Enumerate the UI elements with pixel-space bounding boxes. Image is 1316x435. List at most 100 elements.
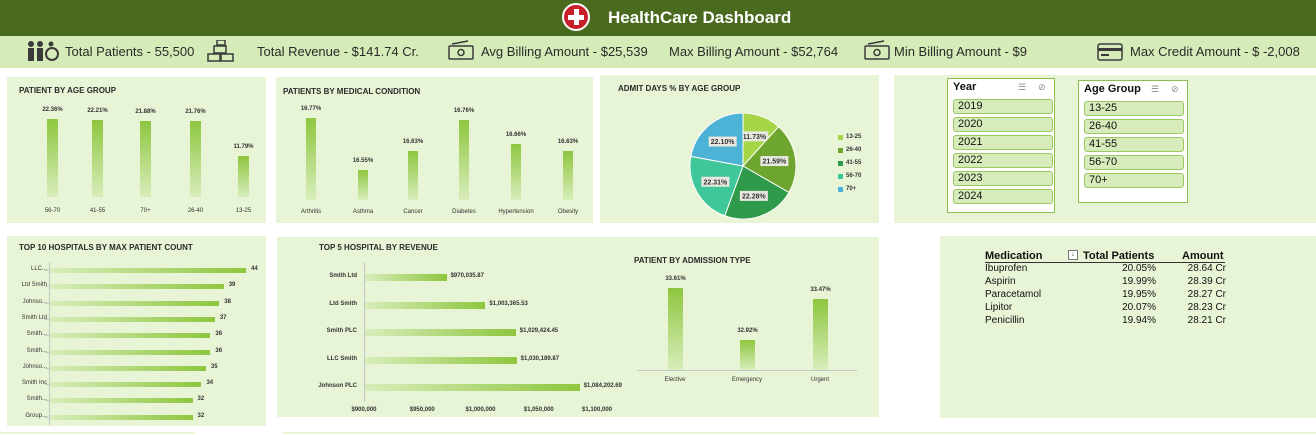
- legend-swatch: [838, 161, 843, 166]
- category-label: Obesity: [557, 209, 579, 215]
- bar: [50, 349, 211, 355]
- axis-line: [49, 262, 50, 425]
- column-filter-icon[interactable]: ↓: [1068, 250, 1078, 260]
- x-tick-label: $1,100,000: [581, 407, 613, 413]
- revenue-admission-panel: TOP 5 HOSPITAL BY REVENUE Smith Ltd $970,…: [277, 237, 879, 417]
- medication-amount: 28.23 Cr: [1187, 302, 1226, 313]
- tick-mark: [45, 367, 49, 369]
- slicer-item-year[interactable]: 2022: [953, 153, 1053, 168]
- tick-mark: [45, 416, 49, 418]
- slicer-item-year[interactable]: 2021: [953, 135, 1053, 150]
- x-tick-label: $900,000: [351, 407, 377, 413]
- pie-label-bg: [760, 156, 789, 167]
- category-label: Johnson PLC: [318, 383, 357, 389]
- dashboard-title: HealthCare Dashboard: [608, 8, 792, 27]
- year-slicer-title: Year: [953, 81, 977, 93]
- slicer-item-year[interactable]: 2020: [953, 117, 1053, 132]
- category-label: Smith Ltd: [21, 314, 47, 321]
- medication-total-patients: 20.07%: [1122, 302, 1156, 313]
- admit-days-chart-title: ADMIT DAYS % BY AGE GROUP: [618, 84, 741, 93]
- bar: [50, 414, 193, 420]
- top5-revenue-chart-title: TOP 5 HOSPITAL BY REVENUE: [319, 243, 438, 252]
- medication-total-patients: 19.99%: [1122, 276, 1156, 287]
- tick-mark: [45, 318, 49, 320]
- slicer-item-age-group[interactable]: 13-25: [1084, 101, 1184, 116]
- pie-data-label: 11.73%: [743, 134, 767, 141]
- legend-swatch: [838, 174, 843, 179]
- bar: [563, 151, 573, 200]
- medication-total-patients: 19.95%: [1122, 289, 1156, 300]
- bar: [668, 288, 683, 370]
- kpi-strip: Total Patients - 55,500 Total Revenue - …: [0, 36, 1316, 68]
- x-tick-label: $950,000: [409, 407, 435, 413]
- data-label: 33.61%: [665, 276, 686, 282]
- category-label: LLC...: [30, 266, 47, 272]
- clear-filter-icon[interactable]: ⊘: [1038, 82, 1046, 92]
- slicer-item-age-group[interactable]: 56-70: [1084, 155, 1184, 170]
- category-label: Smith...: [26, 396, 47, 403]
- admission-type-chart-title: PATIENT BY ADMISSION TYPE: [634, 256, 751, 265]
- age-group-slicer-title: Age Group: [1084, 83, 1141, 95]
- header-underline: [985, 262, 1225, 263]
- admit-days-panel: ADMIT DAYS % BY AGE GROUP 11.73% 21.59% 22…: [600, 75, 879, 223]
- medication-total-patients: 20.05%: [1122, 263, 1156, 274]
- data-label: 16.77%: [300, 106, 322, 112]
- bar: [50, 382, 202, 388]
- category-label: Johnso...: [22, 363, 47, 370]
- data-label: 36: [215, 331, 223, 338]
- bar: [306, 118, 316, 200]
- col-header-medication: Medication: [985, 250, 1043, 262]
- col-header-amount: Amount: [1182, 250, 1224, 262]
- pie-label-bg: [708, 136, 737, 147]
- bar: [358, 170, 368, 200]
- medical-cross-icon: [562, 3, 590, 31]
- pie-label-bg: [739, 190, 768, 201]
- tick-mark: [45, 384, 49, 386]
- slicer-item-age-group[interactable]: 70+: [1084, 173, 1184, 188]
- clear-filter-icon[interactable]: ⊘: [1171, 84, 1179, 94]
- category-label: 70+: [140, 208, 151, 214]
- category-label: 13-25: [235, 208, 252, 214]
- age-group-panel: PATIENT BY AGE GROUP 22.36% 56-70 22.21% 41…: [7, 77, 266, 223]
- category-label: Hypertension: [498, 209, 534, 215]
- category-label: Johnso...: [22, 298, 47, 305]
- multi-select-icon[interactable]: ☰: [1018, 82, 1027, 92]
- medication-name: Penicillin: [985, 315, 1025, 326]
- medication-amount: 28.21 Cr: [1187, 315, 1226, 326]
- medical-condition-chart-title: PATIENTS BY MEDICAL CONDITION: [283, 87, 421, 96]
- patients-icon: [28, 41, 59, 61]
- data-label: 34: [206, 380, 214, 387]
- kpi-total-patients: Total Patients - 55,500: [65, 44, 195, 59]
- data-label: $1,003,365.53: [489, 300, 528, 307]
- data-label: 11.79%: [233, 143, 254, 150]
- axis-line: [364, 262, 365, 402]
- bar: [50, 316, 215, 322]
- multi-select-icon[interactable]: ☰: [1151, 84, 1160, 94]
- category-label: 26-40: [187, 208, 204, 214]
- data-label: 37: [219, 314, 227, 321]
- category-label: 56-70: [44, 208, 61, 214]
- medication-panel: Medication ↓ Total Patients Amount Ibupr…: [940, 236, 1316, 418]
- data-label: 16.66%: [505, 132, 527, 138]
- category-label: Smith Ltd: [329, 273, 357, 279]
- legend-label: 13-25: [846, 134, 862, 140]
- data-label: 16.63%: [402, 139, 424, 146]
- kpi-max-billing: Max Billing Amount - $52,764: [669, 44, 839, 59]
- medication-total-patients: 19.94%: [1122, 315, 1156, 326]
- bar: [365, 356, 517, 364]
- data-label: 16.76%: [453, 108, 475, 115]
- tick-mark: [45, 351, 49, 353]
- data-label: $970,035.87: [450, 273, 484, 279]
- admit-days-pie: 11.73% 21.59% 22.28% 22.31% 22.10%: [689, 113, 797, 220]
- kpi-max-credit: Max Credit Amount - $ -2,008: [1130, 44, 1300, 59]
- slicer-item-year[interactable]: 2019: [953, 99, 1053, 114]
- bottom-strip: [0, 432, 195, 434]
- slicer-item-year[interactable]: 2024: [953, 189, 1053, 204]
- slicer-item-year[interactable]: 2023: [953, 171, 1053, 186]
- slicer-item-age-group[interactable]: 41-55: [1084, 137, 1184, 152]
- slicer-item-age-group[interactable]: 26-40: [1084, 119, 1184, 134]
- age-group-chart-title: PATIENT BY AGE GROUP: [19, 86, 117, 95]
- legend-swatch: [838, 135, 843, 140]
- tick-mark: [45, 302, 49, 304]
